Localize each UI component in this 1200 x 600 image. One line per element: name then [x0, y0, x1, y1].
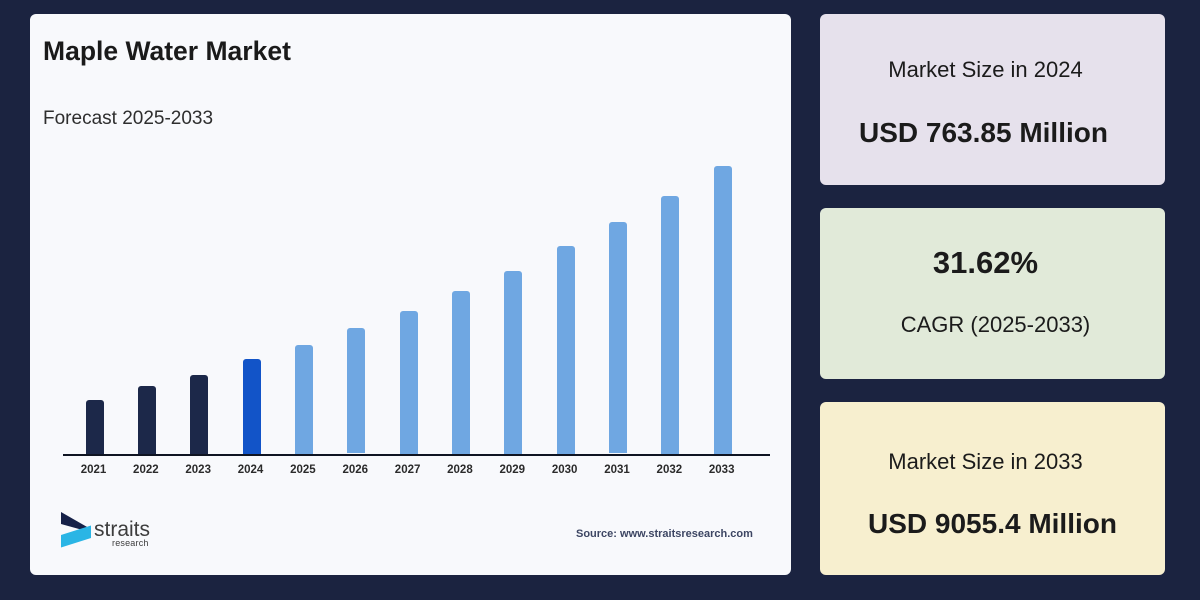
svg-text:research: research — [112, 538, 149, 548]
svg-text:straits: straits — [94, 518, 150, 541]
